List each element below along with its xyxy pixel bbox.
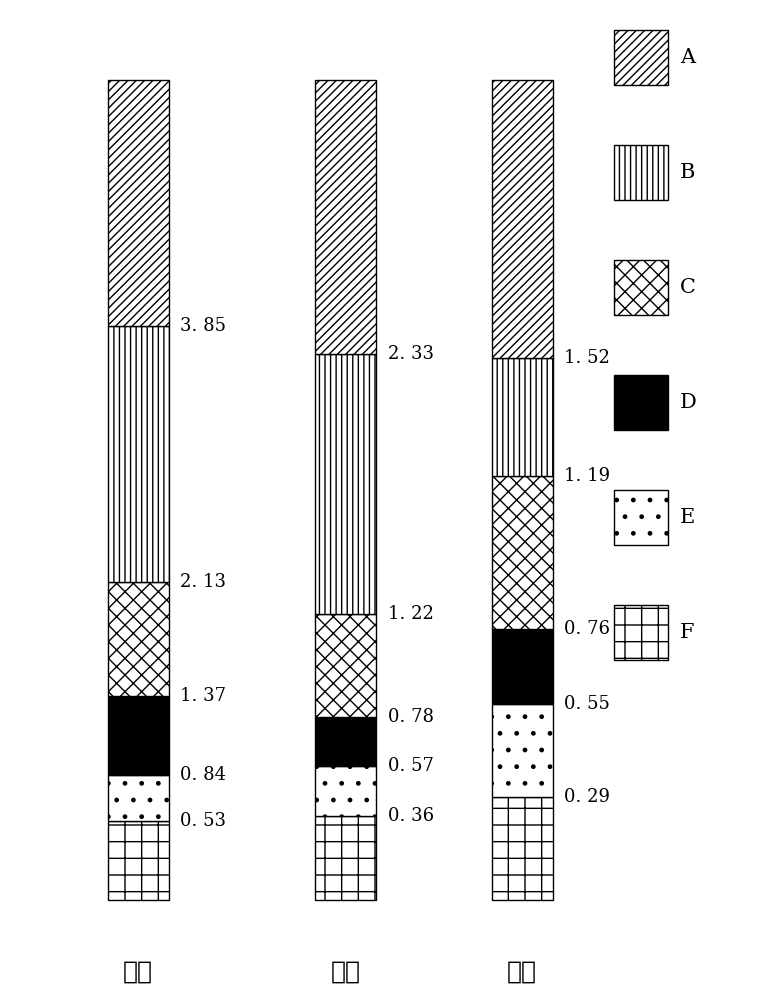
FancyBboxPatch shape	[108, 696, 169, 775]
FancyBboxPatch shape	[315, 717, 376, 766]
Text: 1. 19: 1. 19	[564, 467, 611, 485]
FancyBboxPatch shape	[614, 260, 668, 315]
FancyBboxPatch shape	[315, 354, 376, 614]
FancyBboxPatch shape	[614, 375, 668, 430]
Text: 0. 84: 0. 84	[180, 766, 227, 784]
Text: 1. 52: 1. 52	[564, 349, 611, 367]
FancyBboxPatch shape	[492, 358, 553, 476]
FancyBboxPatch shape	[108, 326, 169, 582]
Text: 通道: 通道	[123, 960, 154, 984]
Text: 0. 36: 0. 36	[388, 807, 434, 825]
Text: 1. 22: 1. 22	[388, 605, 434, 623]
Text: 0. 78: 0. 78	[388, 708, 434, 726]
FancyBboxPatch shape	[315, 80, 376, 354]
FancyBboxPatch shape	[614, 30, 668, 85]
Text: 楼梯: 楼梯	[330, 960, 361, 984]
Text: B: B	[680, 163, 695, 182]
FancyBboxPatch shape	[315, 614, 376, 717]
FancyBboxPatch shape	[108, 775, 169, 821]
FancyBboxPatch shape	[108, 821, 169, 900]
FancyBboxPatch shape	[492, 704, 553, 797]
Text: 3. 85: 3. 85	[180, 317, 227, 335]
FancyBboxPatch shape	[614, 490, 668, 545]
Text: 2. 33: 2. 33	[388, 345, 434, 363]
Text: 0. 29: 0. 29	[564, 788, 611, 806]
Text: 0. 57: 0. 57	[388, 757, 434, 775]
FancyBboxPatch shape	[108, 582, 169, 696]
FancyBboxPatch shape	[492, 629, 553, 704]
Text: A: A	[680, 48, 695, 67]
FancyBboxPatch shape	[614, 605, 668, 660]
FancyBboxPatch shape	[614, 145, 668, 200]
Text: 站台: 站台	[507, 960, 538, 984]
Text: 0. 53: 0. 53	[180, 812, 227, 830]
FancyBboxPatch shape	[492, 80, 553, 358]
FancyBboxPatch shape	[315, 816, 376, 900]
Text: F: F	[680, 623, 694, 642]
Text: C: C	[680, 278, 696, 297]
Text: 1. 37: 1. 37	[180, 687, 227, 705]
FancyBboxPatch shape	[315, 766, 376, 816]
Text: 2. 13: 2. 13	[180, 573, 227, 591]
Text: 0. 55: 0. 55	[564, 695, 611, 713]
FancyBboxPatch shape	[492, 797, 553, 900]
FancyBboxPatch shape	[108, 80, 169, 326]
Text: 0. 76: 0. 76	[564, 620, 611, 638]
FancyBboxPatch shape	[492, 476, 553, 629]
Text: D: D	[680, 393, 697, 412]
Text: E: E	[680, 508, 695, 527]
